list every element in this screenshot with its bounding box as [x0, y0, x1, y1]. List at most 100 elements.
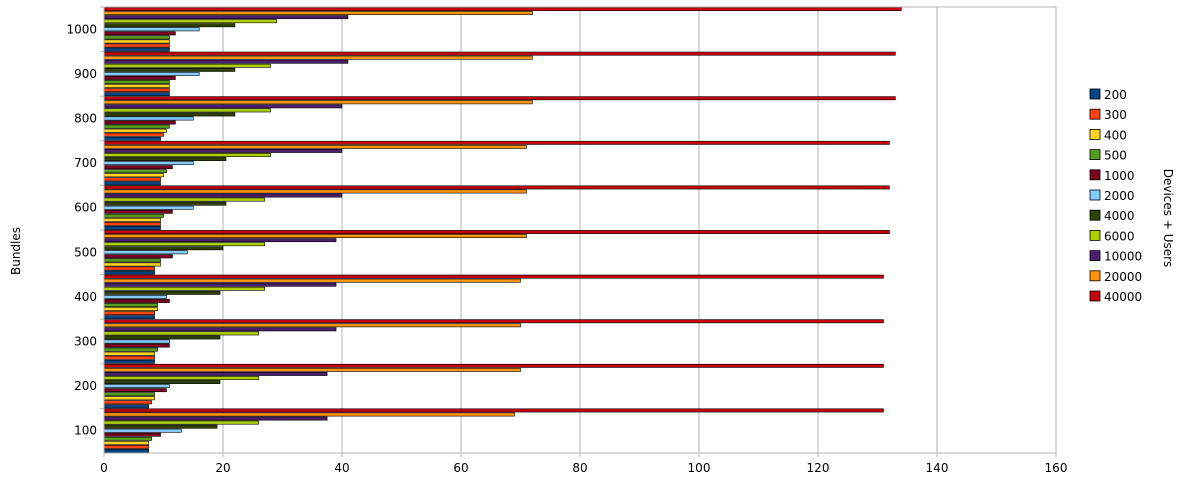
- bar-1000-bundles-100: [103, 432, 161, 437]
- bar-20000-bundles-1000: [103, 11, 533, 16]
- legend-swatch-6000: [1089, 229, 1101, 241]
- legend-swatch-200: [1089, 88, 1101, 100]
- legend-label-500: 500: [1104, 149, 1127, 163]
- bar-500-bundles-800: [103, 124, 170, 129]
- bar-1000-bundles-800: [103, 120, 176, 125]
- legend-label-200: 200: [1104, 88, 1127, 102]
- bar-200-bundles-100: [103, 449, 149, 453]
- bar-2000-bundles-500: [103, 250, 188, 255]
- legend-swatch-20000: [1089, 270, 1101, 282]
- y-tick-label: 300: [74, 335, 97, 349]
- x-tick-label: 80: [572, 461, 587, 475]
- bar-40000-bundles-1000: [103, 7, 902, 11]
- legend-swatch-40000: [1089, 290, 1101, 302]
- bar-200-bundles-800: [103, 136, 161, 141]
- bar-2000-bundles-600: [103, 205, 194, 210]
- bar-200-bundles-400: [103, 315, 155, 320]
- bar-500-bundles-700: [103, 169, 167, 174]
- bar-40000-bundles-900: [103, 51, 896, 56]
- bar-10000-bundles-100: [103, 416, 328, 421]
- bar-1000-bundles-900: [103, 76, 176, 80]
- bar-20000-bundles-600: [103, 189, 527, 194]
- grid-lines: [103, 7, 1057, 453]
- bar-300-bundles-500: [103, 266, 155, 271]
- bar-500-bundles-1000: [103, 35, 170, 40]
- legend-swatch-500: [1089, 149, 1101, 161]
- y-tick-label: 200: [74, 379, 97, 393]
- legend-swatch-10000: [1089, 250, 1101, 262]
- bar-200-bundles-200: [103, 404, 149, 409]
- x-tick-label: 0: [100, 461, 108, 475]
- bar-2000-bundles-900: [103, 71, 200, 76]
- bar-1000-bundles-1000: [103, 31, 176, 36]
- bar-6000-bundles-300: [103, 331, 259, 336]
- bar-200-bundles-900: [103, 92, 170, 97]
- legend-title: Devices + Users: [1161, 169, 1175, 268]
- legend-label-4000: 4000: [1104, 209, 1135, 223]
- legend: 200 300 400 500 1000 2000 4000 6000 10000 20000 40…: [1089, 88, 1142, 304]
- bar-40000-bundles-300: [103, 319, 884, 324]
- bar-40000-bundles-200: [103, 363, 884, 368]
- bar-4000-bundles-800: [103, 112, 236, 117]
- bar-400-bundles-1000: [103, 39, 170, 44]
- bar-500-bundles-600: [103, 213, 164, 218]
- y-tick-label: 700: [74, 156, 97, 170]
- bar-40000-bundles-800: [103, 96, 896, 101]
- bar-20000-bundles-300: [103, 323, 521, 328]
- bar-6000-bundles-200: [103, 376, 259, 380]
- bar-400-bundles-300: [103, 351, 155, 356]
- legend-swatch-1000: [1089, 169, 1101, 181]
- bar-1000-bundles-500: [103, 254, 173, 259]
- bar-400-bundles-500: [103, 262, 161, 267]
- legend-swatch-2000: [1089, 189, 1101, 201]
- bar-1000-bundles-600: [103, 209, 173, 214]
- y-tick-label: 500: [74, 245, 97, 259]
- bar-1000-bundles-300: [103, 343, 170, 348]
- x-tick-label: 140: [926, 461, 949, 475]
- bar-300-bundles-1000: [103, 43, 170, 48]
- bar-6000-bundles-500: [103, 242, 265, 247]
- bar-300-bundles-900: [103, 88, 170, 93]
- bar-40000-bundles-100: [103, 408, 884, 413]
- bar-500-bundles-100: [103, 436, 152, 441]
- legend-label-2000: 2000: [1104, 189, 1135, 203]
- bar-500-bundles-300: [103, 347, 158, 352]
- bar-500-bundles-500: [103, 258, 161, 263]
- legend-swatch-300: [1089, 108, 1101, 120]
- bar-1000-bundles-400: [103, 299, 170, 303]
- bar-4000-bundles-700: [103, 157, 227, 161]
- bar-300-bundles-600: [103, 221, 161, 226]
- bar-2000-bundles-400: [103, 294, 167, 299]
- bar-40000-bundles-500: [103, 230, 890, 234]
- bar-400-bundles-600: [103, 217, 161, 222]
- bar-10000-bundles-400: [103, 282, 337, 287]
- legend-label-40000: 40000: [1104, 290, 1142, 304]
- x-tick-label: 120: [807, 461, 830, 475]
- bar-200-bundles-1000: [103, 47, 170, 52]
- bar-10000-bundles-200: [103, 372, 328, 376]
- x-tick-label: 100: [688, 461, 711, 475]
- y-axis-label: Bundles: [9, 227, 23, 275]
- bar-300-bundles-800: [103, 132, 164, 137]
- bar-20000-bundles-700: [103, 144, 527, 149]
- bar-300-bundles-100: [103, 444, 149, 449]
- bar-1000-bundles-200: [103, 388, 167, 393]
- bar-300-bundles-700: [103, 177, 161, 182]
- bar-6000-bundles-400: [103, 286, 265, 291]
- bar-10000-bundles-700: [103, 149, 343, 153]
- bar-4000-bundles-900: [103, 67, 236, 72]
- bar-10000-bundles-500: [103, 238, 337, 243]
- bar-300-bundles-300: [103, 355, 155, 360]
- bar-300-bundles-200: [103, 400, 152, 405]
- bar-2000-bundles-300: [103, 339, 170, 344]
- bar-400-bundles-200: [103, 396, 155, 401]
- bar-4000-bundles-100: [103, 424, 218, 429]
- bar-6000-bundles-900: [103, 63, 271, 68]
- bar-1000-bundles-700: [103, 165, 173, 170]
- bar-4000-bundles-300: [103, 335, 221, 340]
- bar-2000-bundles-200: [103, 384, 170, 389]
- bar-400-bundles-400: [103, 307, 158, 311]
- bar-400-bundles-100: [103, 440, 149, 445]
